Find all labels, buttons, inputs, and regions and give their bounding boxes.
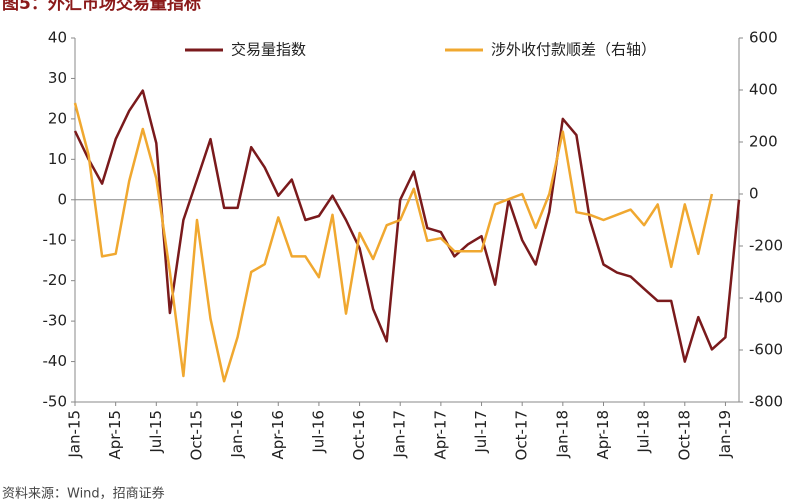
chart-title: 图5：外汇市场交易量指标: [2, 0, 201, 14]
source: 资料来源：Wind，招商证券: [2, 486, 165, 500]
y-tick-label: -20: [43, 271, 68, 289]
x-tick-label: Jul-15: [147, 410, 165, 454]
x-tick-label: Oct-17: [513, 410, 531, 460]
x-tick-label: Jul-18: [635, 410, 653, 454]
y2-tick-label: 600: [749, 29, 778, 47]
y2-tick-label: -200: [749, 237, 783, 255]
x-tick-label: Apr-16: [269, 410, 287, 460]
y2-tick-label: -800: [749, 393, 783, 411]
x-tick-label: Jan-18: [553, 410, 571, 459]
x-tick-label: Apr-18: [594, 410, 612, 460]
x-tick-label: Oct-18: [675, 410, 693, 460]
x-tick-label: Jan-16: [228, 410, 246, 459]
y-tick-label: -30: [43, 312, 68, 330]
y-tick-label: 30: [48, 69, 67, 87]
y-tick-label: 20: [48, 109, 67, 127]
y-tick-label: 10: [48, 150, 67, 168]
y2-tick-label: 400: [749, 81, 778, 99]
legend-label: 交易量指数: [231, 41, 306, 59]
x-tick-label: Jul-16: [309, 410, 327, 454]
y2-tick-label: -400: [749, 289, 783, 307]
y-tick-label: -50: [43, 393, 68, 411]
y2-tick-label: 200: [749, 133, 778, 151]
series-line: [73, 89, 741, 363]
x-tick-label: Jan-17: [391, 410, 409, 459]
x-tick-label: Apr-17: [431, 410, 449, 460]
y-tick-label: -40: [43, 352, 68, 370]
y-tick-label: -10: [43, 231, 68, 249]
x-tick-label: Apr-15: [106, 410, 124, 460]
series-line: [73, 102, 714, 383]
y-tick-label: 40: [48, 29, 67, 47]
x-tick-label: Jan-15: [66, 410, 84, 459]
legend-label: 涉外收付款顺差（右轴）: [491, 41, 656, 59]
x-tick-label: Oct-15: [187, 410, 205, 460]
y-tick-label: 0: [57, 190, 67, 208]
x-tick-label: Jan-19: [716, 410, 734, 459]
y2-tick-label: 0: [749, 185, 759, 203]
x-tick-label: Jul-17: [472, 410, 490, 454]
x-tick-label: Oct-16: [350, 410, 368, 460]
y2-tick-label: -600: [749, 341, 783, 359]
